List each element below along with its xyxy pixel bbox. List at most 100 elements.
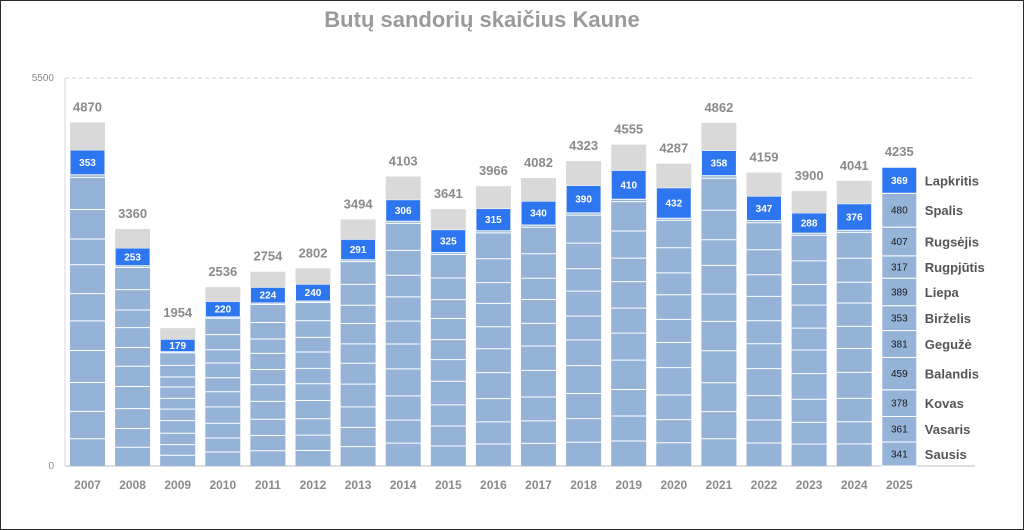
- x-tick-label: 2014: [390, 478, 417, 492]
- x-tick-label: 2024: [841, 478, 868, 492]
- month-value-label: 378: [891, 399, 908, 410]
- current-month-value-label: 369: [891, 176, 908, 187]
- x-tick-label: 2008: [119, 478, 146, 492]
- bar-segment-current-month: [746, 195, 782, 222]
- bar-segment-remaining: [160, 328, 196, 340]
- current-month-value-label: 253: [124, 252, 141, 263]
- month-value-label: 341: [891, 449, 908, 460]
- x-tick-label: 2012: [300, 478, 327, 492]
- month-name-label: Sausis: [925, 447, 967, 462]
- bar-segment-remaining: [205, 287, 241, 302]
- bar-total-label: 2536: [208, 264, 237, 279]
- bar-total-label: 4287: [659, 141, 688, 156]
- bar-segment-current-month: [700, 149, 737, 177]
- bar-segment-current-month: [565, 184, 602, 214]
- x-tick-label: 2009: [164, 478, 191, 492]
- bar-total-label: 4235: [885, 144, 914, 159]
- bar-total-label: 4323: [569, 138, 598, 153]
- bar-total-label: 2802: [299, 245, 328, 260]
- bar-segment-remaining: [836, 180, 872, 204]
- current-month-value-label: 390: [575, 195, 592, 206]
- bar-total-label: 4041: [840, 158, 869, 173]
- current-month-value-label: 288: [801, 219, 818, 230]
- bar-total-label: 3360: [118, 206, 147, 221]
- current-month-value-label: 347: [756, 204, 773, 215]
- x-tick-label: 2011: [255, 478, 281, 492]
- month-name-label: Lapkritis: [925, 173, 979, 188]
- bar-segment-remaining: [521, 178, 556, 202]
- bar-segment-remaining: [791, 190, 827, 213]
- x-tick-label: 2016: [480, 478, 507, 492]
- current-month-value-label: 376: [846, 212, 863, 223]
- month-value-label: 480: [891, 206, 908, 217]
- month-name-label: Rugsėjis: [925, 234, 979, 249]
- current-month-value-label: 220: [214, 305, 231, 316]
- bar-segment-remaining: [340, 219, 376, 240]
- current-month-value-label: 315: [485, 215, 502, 226]
- bar-segment-remaining: [566, 161, 602, 186]
- bar-segment-month: [881, 356, 918, 391]
- bar-segment-remaining: [115, 228, 151, 248]
- bar-segment-current-month: [610, 169, 647, 200]
- bar-segment-month: [881, 441, 918, 467]
- bar-total-label: 4870: [73, 99, 102, 114]
- bar-segment-remaining: [656, 163, 692, 188]
- bar-total-label: 3641: [434, 186, 463, 201]
- bar-total-label: 4159: [750, 150, 779, 165]
- x-tick-label: 2022: [751, 478, 778, 492]
- month-value-label: 361: [891, 425, 908, 436]
- bar-segment-remaining: [475, 186, 511, 209]
- month-name-label: Kovas: [925, 396, 964, 411]
- current-month-value-label: 325: [440, 237, 457, 248]
- bar-segment-month: [881, 226, 918, 257]
- x-tick-label: 2017: [525, 478, 552, 492]
- x-tick-label: 2021: [706, 478, 733, 492]
- current-month-value-label: 410: [620, 180, 637, 191]
- bar-total-label: 4103: [389, 154, 418, 169]
- bar-segment-remaining: [70, 122, 105, 150]
- bar-total-label: 3966: [479, 163, 508, 178]
- month-value-label: 353: [891, 314, 908, 325]
- month-name-label: Vasaris: [925, 422, 971, 437]
- bar-segment-remaining: [430, 209, 466, 230]
- month-value-label: 407: [891, 237, 908, 248]
- bar-segment-month: [881, 277, 918, 307]
- bar-segment-month: [881, 415, 918, 443]
- bar-total-label: 2754: [253, 249, 283, 264]
- month-value-label: 459: [891, 369, 908, 380]
- x-tick-label: 2007: [74, 478, 101, 492]
- month-value-label: 389: [891, 287, 908, 298]
- bar-segment-remaining: [611, 144, 647, 171]
- x-tick-label: 2020: [660, 478, 687, 492]
- x-tick-label: 2019: [615, 478, 642, 492]
- current-month-value-label: 340: [530, 209, 547, 220]
- current-month-value-label: 224: [260, 291, 277, 302]
- month-name-label: Balandis: [925, 367, 979, 382]
- current-month-value-label: 353: [79, 158, 96, 169]
- bar-segment-remaining: [385, 176, 421, 200]
- month-name-label: Rugpjūtis: [925, 260, 985, 275]
- y-tick-label: 5500: [32, 73, 55, 84]
- current-month-value-label: 240: [305, 288, 322, 299]
- month-name-label: Gegužė: [925, 337, 972, 352]
- bar-total-label: 4555: [614, 122, 643, 137]
- bar-segment-current-month: [520, 200, 557, 226]
- current-month-value-label: 179: [169, 341, 186, 352]
- current-month-value-label: 432: [665, 199, 682, 210]
- month-value-label: 381: [891, 339, 908, 350]
- bar-segment-remaining: [295, 268, 331, 285]
- bar-segment-month: [881, 330, 918, 358]
- x-tick-label: 2023: [796, 478, 823, 492]
- month-value-label: 317: [891, 263, 908, 274]
- month-name-label: Liepa: [925, 285, 960, 300]
- bar-total-label: 4082: [524, 155, 553, 170]
- x-tick-label: 2013: [345, 478, 372, 492]
- y-tick-label: 0: [48, 461, 54, 472]
- x-tick-label: 2015: [435, 478, 462, 492]
- bar-segment-remaining: [250, 271, 286, 288]
- x-tick-label: 2018: [570, 478, 597, 492]
- bar-segment-remaining: [746, 172, 782, 197]
- labels: 353 4870 2007 253 3360 2008 179 1954 2009 220 2536…: [73, 99, 985, 492]
- bar-segment-remaining: [701, 123, 737, 151]
